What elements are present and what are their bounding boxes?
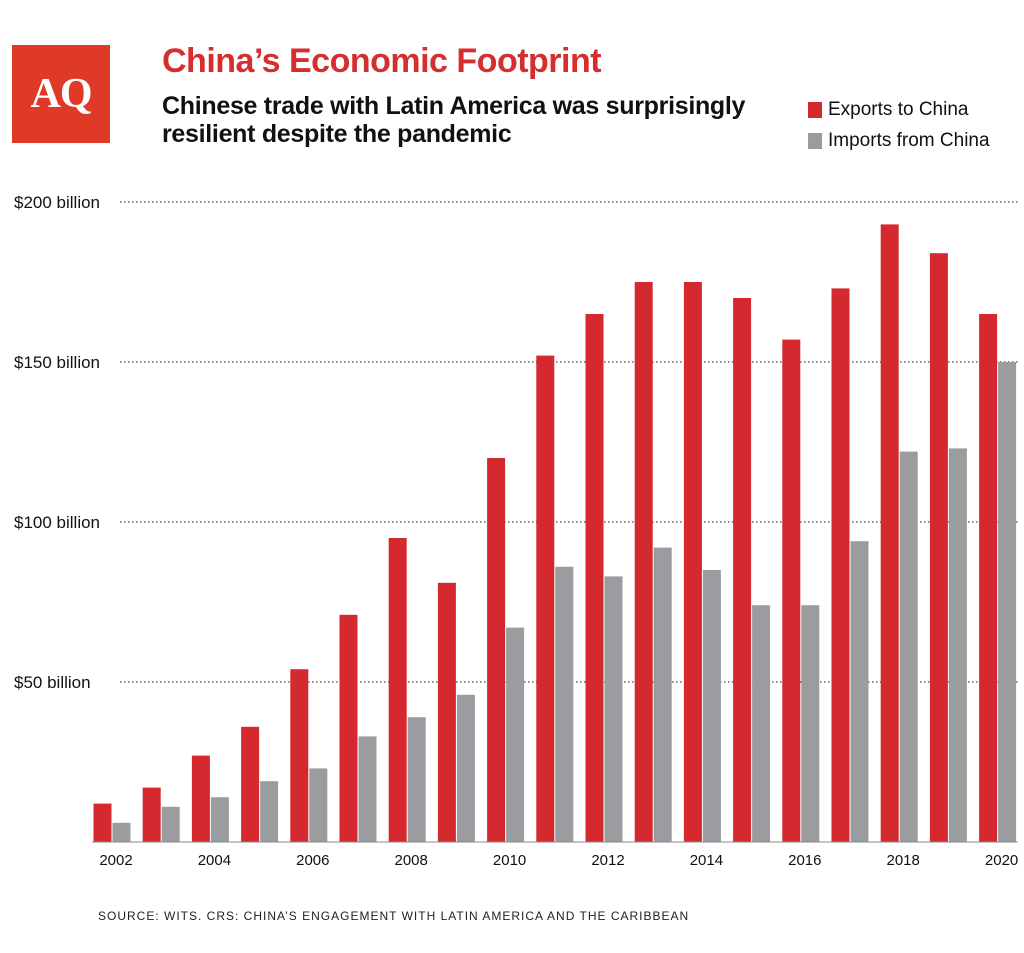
legend: Exports to China Imports from China	[808, 94, 990, 156]
x-tick-label-2002: 2002	[99, 852, 132, 869]
bar-imports-2003	[161, 806, 180, 842]
bar-exports-2003	[142, 787, 161, 842]
bar-exports-2015	[733, 298, 752, 842]
bar-exports-2002	[93, 803, 112, 842]
bar-exports-2004	[191, 755, 210, 842]
legend-swatch-exports	[808, 101, 822, 118]
bar-imports-2008	[407, 717, 426, 842]
bar-exports-2012	[585, 314, 604, 842]
x-tick-label-2018: 2018	[887, 852, 920, 869]
bar-imports-2011	[555, 566, 574, 842]
bar-exports-2010	[487, 458, 506, 842]
y-tick-label-0: $50 billion	[14, 673, 91, 692]
x-tick-label-2014: 2014	[690, 852, 723, 869]
x-tick-label-2004: 2004	[198, 852, 231, 869]
x-tick-label-2016: 2016	[788, 852, 821, 869]
bar-exports-2019	[929, 253, 948, 842]
bar-imports-2010	[506, 627, 525, 842]
bar-exports-2011	[536, 355, 555, 842]
x-tick-label-2008: 2008	[395, 852, 428, 869]
bar-imports-2009	[456, 694, 475, 842]
bar-imports-2014	[702, 570, 721, 842]
y-tick-label-3: $200 billion	[14, 193, 100, 212]
bar-exports-2013	[634, 282, 653, 842]
legend-item-imports: Imports from China	[808, 125, 990, 156]
x-tick-label-2012: 2012	[591, 852, 624, 869]
y-tick-label-1: $100 billion	[14, 513, 100, 532]
bar-imports-2015	[752, 605, 771, 842]
bar-exports-2020	[979, 314, 998, 842]
bar-exports-2005	[241, 726, 260, 842]
bar-exports-2017	[831, 288, 850, 842]
bar-exports-2007	[339, 614, 358, 842]
legend-label-exports: Exports to China	[828, 98, 969, 120]
bar-exports-2009	[437, 582, 456, 842]
bar-imports-2017	[850, 541, 869, 842]
chart-title: China’s Economic Footprint	[162, 42, 602, 80]
bar-exports-2014	[683, 282, 702, 842]
legend-swatch-imports	[808, 132, 822, 149]
bar-imports-2007	[358, 736, 377, 842]
x-tick-label-2010: 2010	[493, 852, 526, 869]
bar-exports-2016	[782, 339, 801, 842]
bar-imports-2002	[112, 822, 131, 842]
legend-label-imports: Imports from China	[828, 129, 990, 151]
bar-imports-2018	[899, 451, 918, 842]
x-tick-label-2006: 2006	[296, 852, 329, 869]
logo-text: AQ	[30, 71, 93, 117]
bar-imports-2020	[998, 362, 1017, 842]
bar-imports-2004	[210, 797, 229, 842]
legend-item-exports: Exports to China	[808, 94, 990, 125]
bar-imports-2012	[604, 576, 623, 842]
x-tick-label-2020: 2020	[985, 852, 1018, 869]
aq-logo: AQ	[12, 45, 110, 143]
source-note: SOURCE: WITS. CRS: CHINA’S ENGAGEMENT WI…	[98, 909, 690, 923]
bar-imports-2013	[653, 547, 672, 842]
bar-imports-2019	[948, 448, 967, 842]
chart-subtitle: Chinese trade with Latin America was sur…	[162, 92, 746, 148]
bar-exports-2008	[388, 538, 407, 842]
bar-exports-2006	[290, 669, 309, 842]
bar-exports-2018	[880, 224, 899, 842]
bar-imports-2006	[309, 768, 328, 842]
bar-imports-2005	[260, 781, 279, 842]
bar-imports-2016	[801, 605, 820, 842]
y-tick-label-2: $150 billion	[14, 353, 100, 372]
